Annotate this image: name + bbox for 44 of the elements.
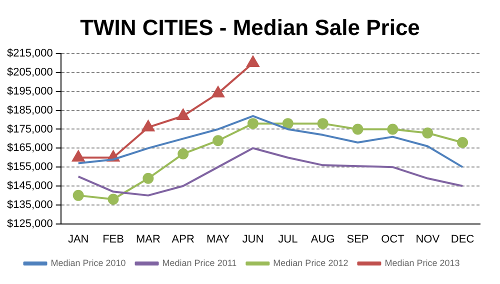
point [422,128,434,139]
y-tick-label: $215,000 [6,48,53,60]
x-tick-label: AUG [310,233,335,246]
point [247,118,258,130]
point [246,56,260,68]
point [108,194,119,205]
y-tick-label: $205,000 [6,66,53,79]
point [212,86,224,98]
y-tick-label: $125,000 [6,218,53,230]
x-tick-label: JUN [242,233,264,246]
point [352,124,364,135]
legend-label: Median Price 2013 [384,258,460,268]
y-tick-label: $145,000 [6,180,53,192]
y-tick-label: $175,000 [6,123,53,136]
point [317,118,328,130]
x-tick-label: FEB [102,233,124,246]
point [387,124,398,135]
y-tick-label: $155,000 [6,161,53,174]
point [176,109,190,120]
x-tick-label: OCT [381,233,405,246]
point [178,148,189,160]
x-tick-label: APR [172,233,194,246]
x-tick-label: SEP [346,233,369,246]
y-tick-label: $185,000 [6,104,53,116]
x-tick-label: DEC [450,233,474,246]
point [212,135,224,146]
legend-label: Median Price 2011 [162,258,237,268]
y-tick-label: $195,000 [6,85,53,98]
point [142,172,154,184]
chart-title: TWIN CITIES - Median Sale Price [79,14,421,42]
x-tick-label: NOV [416,233,440,246]
y-tick-label: $135,000 [6,198,53,211]
point [72,150,85,162]
legend-label: Median Price 2010 [50,258,126,268]
legend-label: Median Price 2012 [273,258,348,268]
x-tick-label: MAY [206,233,230,246]
x-tick-label: MAR [136,233,160,246]
point [72,190,84,201]
x-tick-label: JUL [278,233,298,246]
point [142,120,154,132]
y-tick-label: $165,000 [6,142,53,154]
point [457,136,468,148]
x-tick-label: JAN [68,233,89,246]
point [282,118,294,130]
